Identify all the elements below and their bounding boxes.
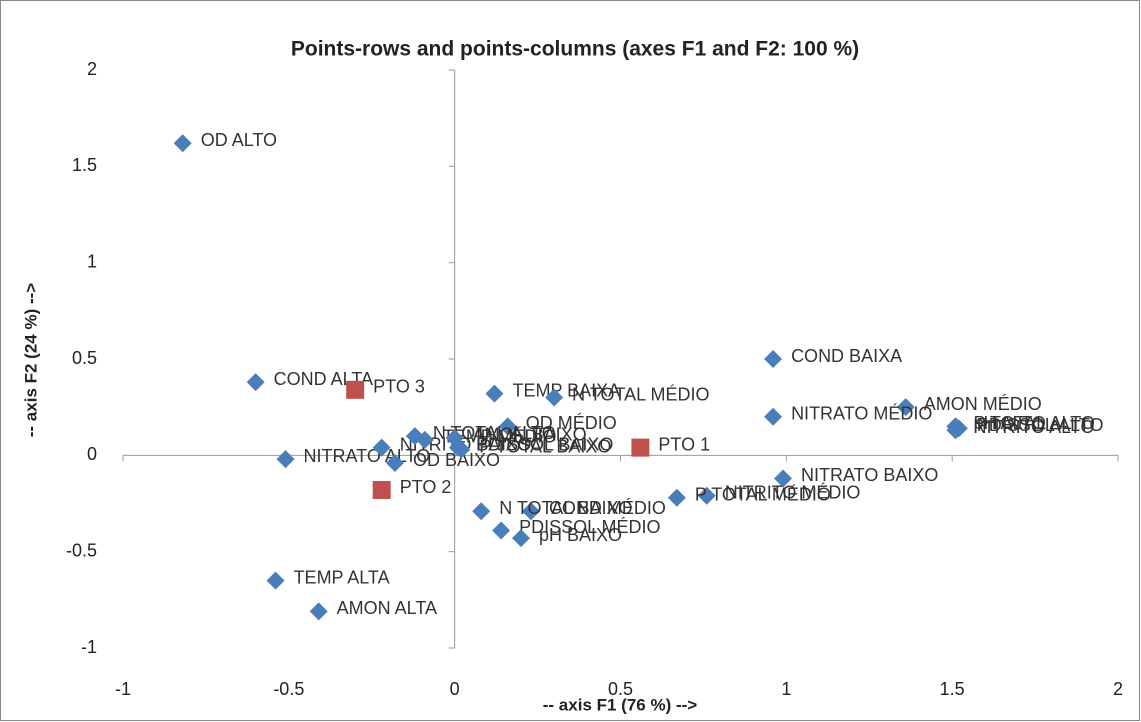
y-tick-label: -1 xyxy=(81,637,97,657)
marker xyxy=(492,521,511,540)
point-label: N TOTAL MÉDIO xyxy=(572,384,709,404)
marker xyxy=(774,469,793,488)
x-tick-label: 0.5 xyxy=(608,679,633,699)
point-label: NITRATO MÉDIO xyxy=(791,404,932,424)
point-label: PTO 3 xyxy=(373,377,425,397)
point-label: NITRITO MÉDIO xyxy=(725,483,861,503)
marker xyxy=(276,450,295,469)
y-tick-label: 1.5 xyxy=(72,155,97,175)
y-tick-label: 2 xyxy=(87,59,97,79)
point-label: PDISSOL MÉDIO xyxy=(519,517,660,537)
point-label: COND MÉDIO xyxy=(549,498,666,518)
marker xyxy=(667,488,686,507)
point-label: N TOTAL ALTO xyxy=(433,423,556,443)
point-label: AMON BAIXO xyxy=(473,425,587,445)
x-tick-label: 2 xyxy=(1113,679,1123,699)
chart-title: Points-rows and points-columns (axes F1 … xyxy=(291,38,859,61)
marker xyxy=(372,481,391,500)
point-label: TEMP ALTA xyxy=(294,567,390,587)
point-label: OD BAIXO xyxy=(413,450,500,470)
point-label: P TOTAL MÉDIO xyxy=(695,484,831,504)
marker xyxy=(309,602,328,621)
marker xyxy=(764,350,783,368)
point-label: OD ALTO xyxy=(201,130,277,150)
marker xyxy=(764,407,783,426)
point-label: COND BAIXA xyxy=(791,346,902,366)
marker xyxy=(452,440,471,459)
y-tick-label: -0.5 xyxy=(66,540,97,560)
point-label: TEMP MÉDIO xyxy=(443,427,557,447)
point-label: PDISSOL BAIXO xyxy=(476,434,613,454)
marker xyxy=(498,417,517,436)
marker xyxy=(631,438,650,457)
point-label: AMON MÉDIO xyxy=(924,394,1042,414)
marker xyxy=(415,430,434,449)
x-tick-label: -1 xyxy=(115,679,131,699)
y-tick-label: 0 xyxy=(87,444,97,464)
point-label: pH ALTO xyxy=(973,413,1045,433)
point-label: N TOTAL BAIXO xyxy=(499,498,632,518)
point-label: NITRITO ALTO xyxy=(973,417,1094,437)
point-label: P TOTAL ALTO xyxy=(973,413,1094,433)
x-tick-label: 1 xyxy=(781,679,791,699)
point-label: PTO 2 xyxy=(400,477,452,497)
point-label: NITRATO BAIXO xyxy=(801,465,938,485)
marker xyxy=(896,398,915,417)
y-axis-title: -- axis F2 (24 %) --> xyxy=(21,283,40,438)
y-tick-label: 0.5 xyxy=(72,348,97,368)
marker xyxy=(372,438,391,457)
point-label: OD MÉDIO xyxy=(526,413,617,433)
point-label: TEMP BAIXA xyxy=(512,380,620,400)
x-axis-title: -- axis F1 (76 %) --> xyxy=(543,695,698,714)
y-tick-label: 1 xyxy=(87,251,97,271)
point-label: PDISSOL ALTO xyxy=(977,415,1104,435)
point-label: P TOTAL BAIXO xyxy=(479,436,611,456)
point-label: pH BAIXO xyxy=(539,525,622,545)
marker xyxy=(521,502,540,521)
marker xyxy=(545,388,564,407)
point-label: PTO 1 xyxy=(658,434,710,454)
marker xyxy=(472,502,491,521)
x-tick-label: 1.5 xyxy=(940,679,965,699)
marker xyxy=(946,417,965,436)
x-tick-label: -0.5 xyxy=(273,679,304,699)
marker xyxy=(173,134,192,153)
marker xyxy=(246,373,265,392)
marker xyxy=(346,380,365,399)
marker xyxy=(697,486,716,505)
marker xyxy=(385,454,404,473)
marker xyxy=(266,571,285,590)
point-label: AMON ALTA xyxy=(337,598,437,618)
x-tick-label: 0 xyxy=(450,679,460,699)
marker xyxy=(485,384,504,403)
marker xyxy=(512,529,530,548)
